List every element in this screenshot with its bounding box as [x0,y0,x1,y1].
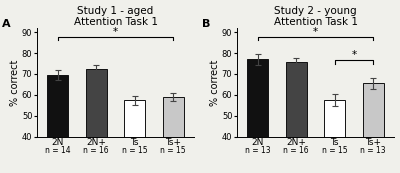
Text: n = 15: n = 15 [122,146,148,155]
Bar [247,59,268,173]
Text: B: B [202,19,210,29]
Title: Study 1 - aged
Attention Task 1: Study 1 - aged Attention Task 1 [74,6,158,27]
Y-axis label: % correct: % correct [10,59,20,106]
Text: *: * [313,26,318,37]
Text: n = 13: n = 13 [360,146,386,155]
Bar [324,100,345,173]
Bar [363,83,384,173]
Title: Study 2 - young
Attention Task 1: Study 2 - young Attention Task 1 [274,6,358,27]
Text: n = 16: n = 16 [84,146,109,155]
Text: A: A [2,19,10,29]
Text: n = 15: n = 15 [160,146,186,155]
Bar [47,75,68,173]
Text: n = 14: n = 14 [45,146,70,155]
Text: n = 16: n = 16 [284,146,309,155]
Bar [86,69,107,173]
Bar [124,100,145,173]
Text: n = 15: n = 15 [322,146,348,155]
Text: *: * [113,26,118,37]
Bar [163,97,184,173]
Text: n = 13: n = 13 [245,146,270,155]
Bar [286,62,307,173]
Text: *: * [352,49,356,60]
Y-axis label: % correct: % correct [210,59,220,106]
